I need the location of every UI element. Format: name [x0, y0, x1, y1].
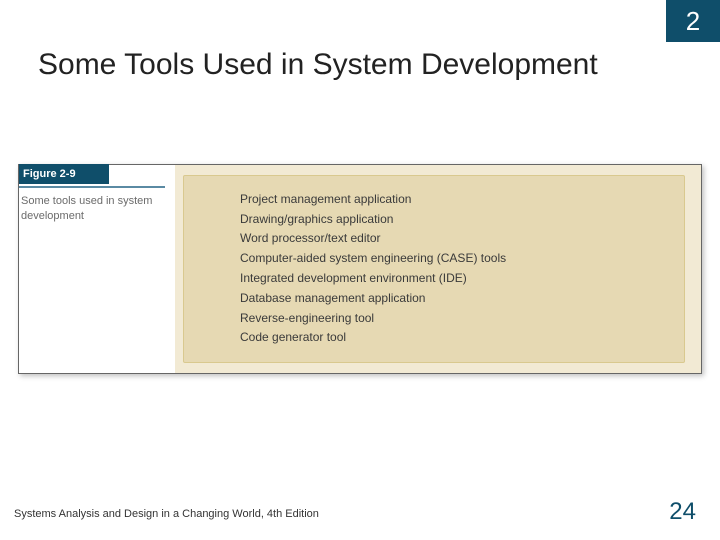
slide-title: Some Tools Used in System Development	[38, 48, 598, 82]
figure: Figure 2-9 Some tools used in system dev…	[18, 164, 702, 374]
figure-body: Project management application Drawing/g…	[175, 165, 701, 373]
chapter-badge: 2	[666, 0, 720, 42]
list-item: Project management application	[240, 190, 684, 210]
footer-book-title: Systems Analysis and Design in a Changin…	[14, 508, 319, 520]
figure-label-underline	[19, 186, 165, 188]
list-item: Reverse-engineering tool	[240, 309, 684, 329]
figure-caption: Some tools used in system development	[19, 194, 165, 225]
tool-list-box: Project management application Drawing/g…	[183, 175, 685, 363]
slide: 2 Some Tools Used in System Development …	[0, 0, 720, 540]
page-number: 24	[669, 498, 696, 526]
list-item: Code generator tool	[240, 328, 684, 348]
list-item: Word processor/text editor	[240, 229, 684, 249]
list-item: Database management application	[240, 289, 684, 309]
list-item: Integrated development environment (IDE)	[240, 269, 684, 289]
figure-sidebar: Figure 2-9 Some tools used in system dev…	[19, 165, 175, 373]
figure-label: Figure 2-9	[19, 164, 109, 184]
list-item: Computer-aided system engineering (CASE)…	[240, 249, 684, 269]
chapter-number: 2	[686, 6, 700, 37]
list-item: Drawing/graphics application	[240, 210, 684, 230]
